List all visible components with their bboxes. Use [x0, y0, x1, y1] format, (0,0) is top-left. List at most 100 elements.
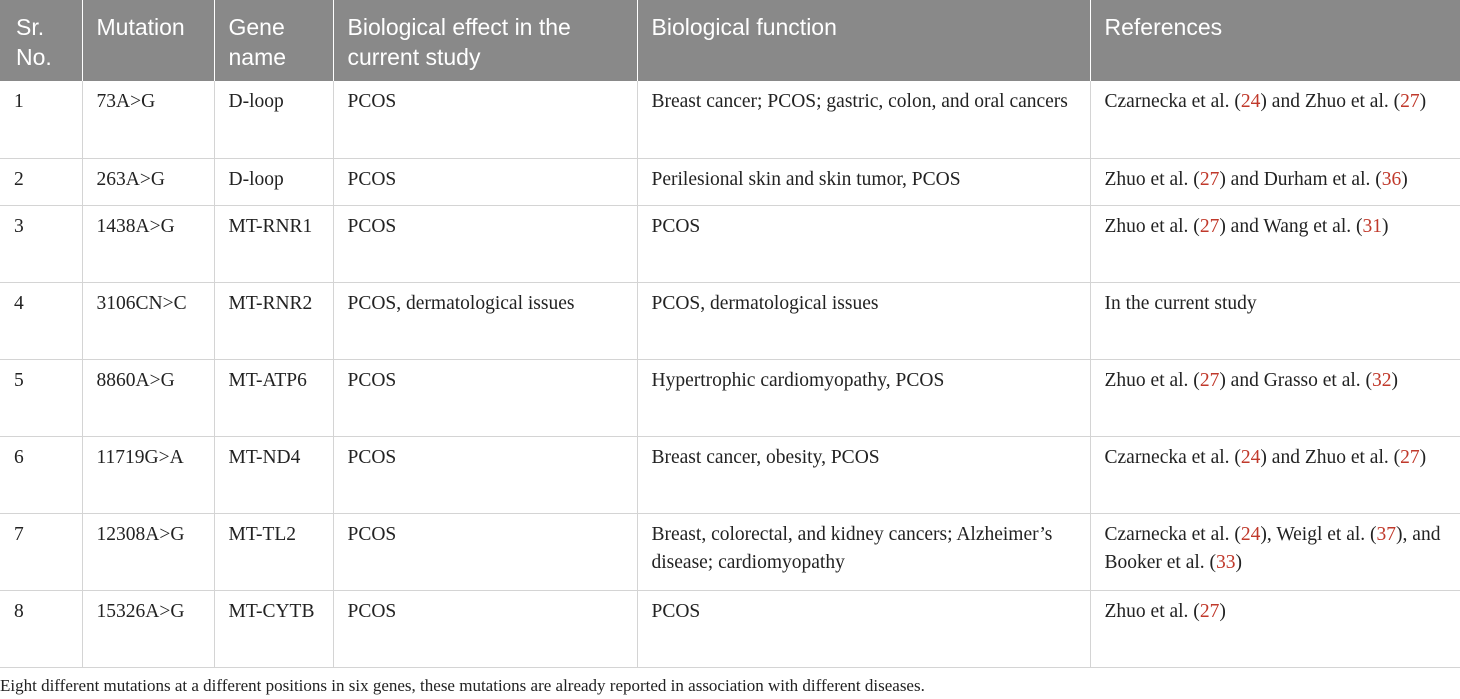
reference-link[interactable]: 27	[1400, 91, 1420, 112]
cell-gene-name: MT-TL2	[214, 513, 334, 591]
cell-biological-function: Breast cancer, obesity, PCOS	[637, 436, 1091, 514]
reference-text: )	[1235, 551, 1243, 573]
cell-biological-function: PCOS, dermatological issues	[637, 282, 1091, 360]
cell-gene-name: D-loop	[214, 158, 334, 206]
cell-biological-effect: PCOS	[333, 81, 638, 159]
header-gene-name: Gene name	[214, 0, 334, 81]
header-row: Sr. No. Mutation Gene name Biological ef…	[0, 0, 1460, 81]
cell-mutation: 3106CN>C	[82, 282, 215, 360]
reference-link[interactable]: 24	[1240, 523, 1261, 545]
reference-text: Zhuo et al. (	[1104, 369, 1200, 391]
cell-mutation: 15326A>G	[82, 590, 215, 668]
reference-text: )	[1391, 369, 1399, 391]
reference-link[interactable]: 36	[1381, 168, 1402, 190]
cell-mutation: 8860A>G	[82, 359, 215, 437]
reference-text: Zhuo et al. (	[1104, 168, 1200, 190]
cell-sr-no: 5	[0, 359, 83, 437]
cell-gene-name: D-loop	[214, 81, 334, 159]
reference-link[interactable]: 27	[1199, 600, 1220, 622]
reference-text: ), and Booker et al. (	[1104, 523, 1441, 573]
reference-text: Czarnecka et al. (	[1104, 446, 1241, 468]
cell-biological-effect: PCOS	[333, 436, 638, 514]
header-references: References	[1090, 0, 1460, 81]
cell-references: Czarnecka et al. (24) and Zhuo et al. (2…	[1090, 436, 1460, 514]
cell-mutation: 73A>G	[82, 81, 215, 159]
cell-biological-effect: PCOS	[333, 359, 638, 437]
cell-biological-effect: PCOS, dermatological issues	[333, 282, 638, 360]
cell-gene-name: MT-ND4	[214, 436, 334, 514]
reference-link[interactable]: 37	[1376, 523, 1397, 545]
reference-text: ) and Grasso et al. (	[1219, 369, 1373, 391]
reference-text: )	[1219, 600, 1226, 622]
reference-text: Zhuo et al. (	[1104, 600, 1200, 622]
reference-text: )	[1382, 215, 1389, 237]
cell-gene-name: MT-ATP6	[214, 359, 334, 437]
header-biological-effect: Biological effect in the current study	[333, 0, 638, 81]
cell-biological-effect: PCOS	[333, 205, 638, 283]
cell-biological-function: PCOS	[637, 590, 1091, 668]
cell-sr-no: 1	[0, 81, 83, 159]
header-mutation: Mutation	[82, 0, 215, 81]
cell-sr-no: 7	[0, 513, 83, 591]
cell-biological-function: Hypertrophic cardiomyopathy, PCOS	[637, 359, 1091, 437]
table-row: 3 1438A>G MT-RNR1 PCOS PCOS Zhuo et al. (27) …	[0, 205, 1460, 283]
cell-references: Zhuo et al. (27) and Wang et al. (31)	[1090, 205, 1460, 283]
cell-references: Zhuo et al. (27) and Durham et al. (36)	[1090, 158, 1460, 206]
table-body: 1 73A>G D-loop PCOS Breast cancer; PCOS; gas…	[0, 81, 1460, 668]
cell-sr-no: 8	[0, 590, 83, 668]
cell-biological-effect: PCOS	[333, 513, 638, 591]
table-row: 7 12308A>G MT-TL2 PCOS Breast, colorectal, a…	[0, 513, 1460, 591]
table-header: Sr. No. Mutation Gene name Biological ef…	[0, 0, 1460, 81]
reference-text: ) and Zhuo et al. (	[1260, 91, 1401, 112]
cell-references: In the current study	[1090, 282, 1460, 360]
reference-text: Czarnecka et al. (	[1104, 91, 1241, 112]
reference-text: )	[1419, 91, 1427, 112]
cell-sr-no: 3	[0, 205, 83, 283]
reference-text: ) and Wang et al. (	[1219, 215, 1363, 237]
cell-gene-name: MT-RNR2	[214, 282, 334, 360]
reference-link[interactable]: 24	[1240, 91, 1261, 112]
table-footnote: Eight different mutations at a different…	[0, 676, 925, 695]
header-biological-function: Biological function	[637, 0, 1091, 81]
cell-mutation: 263A>G	[82, 158, 215, 206]
cell-mutation: 12308A>G	[82, 513, 215, 591]
reference-text: In the current study	[1104, 292, 1257, 314]
cell-sr-no: 6	[0, 436, 83, 514]
cell-references: Czarnecka et al. (24) and Zhuo et al. (2…	[1090, 81, 1460, 159]
table-row: 4 3106CN>C MT-RNR2 PCOS, dermatological iss…	[0, 282, 1460, 360]
cell-mutation: 1438A>G	[82, 205, 215, 283]
cell-references: Zhuo et al. (27) and Grasso et al. (32)	[1090, 359, 1460, 437]
mutation-table: Sr. No. Mutation Gene name Biological ef…	[0, 0, 1460, 668]
table-row: 6 11719G>A MT-ND4 PCOS Breast cancer, obesit…	[0, 436, 1460, 514]
reference-text: )	[1401, 168, 1408, 190]
reference-text: Zhuo et al. (	[1104, 215, 1200, 237]
reference-link[interactable]: 32	[1372, 369, 1392, 391]
cell-references: Zhuo et al. (27)	[1090, 590, 1460, 668]
reference-link[interactable]: 27	[1199, 369, 1220, 391]
table-row: 5 8860A>G MT-ATP6 PCOS Hypertrophic cardiomy…	[0, 359, 1460, 437]
reference-link[interactable]: 27	[1199, 168, 1220, 190]
reference-link[interactable]: 27	[1199, 215, 1220, 237]
mutation-table-container: Sr. No. Mutation Gene name Biological ef…	[0, 0, 1460, 668]
reference-link[interactable]: 24	[1240, 446, 1261, 468]
cell-biological-function: Breast, colorectal, and kidney cancers; …	[637, 513, 1091, 591]
cell-biological-function: Perilesional skin and skin tumor, PCOS	[637, 158, 1091, 206]
reference-text: )	[1419, 446, 1427, 468]
reference-text: ), Weigl et al. (	[1260, 523, 1377, 545]
reference-link[interactable]: 31	[1362, 215, 1383, 237]
cell-biological-function: PCOS	[637, 205, 1091, 283]
table-row: 8 15326A>G MT-CYTB PCOS PCOS Zhuo et al. (27)	[0, 590, 1460, 668]
cell-gene-name: MT-CYTB	[214, 590, 334, 668]
reference-link[interactable]: 33	[1216, 551, 1236, 573]
cell-sr-no: 4	[0, 282, 83, 360]
cell-mutation: 11719G>A	[82, 436, 215, 514]
reference-link[interactable]: 27	[1400, 446, 1420, 468]
cell-biological-function: Breast cancer; PCOS; gastric, colon, and…	[637, 81, 1091, 159]
cell-biological-effect: PCOS	[333, 590, 638, 668]
cell-references: Czarnecka et al. (24), Weigl et al. (37)…	[1090, 513, 1460, 591]
cell-gene-name: MT-RNR1	[214, 205, 334, 283]
cell-sr-no: 2	[0, 158, 83, 206]
reference-text: ) and Durham et al. (	[1219, 168, 1382, 190]
table-row: 2 263A>G D-loop PCOS Perilesional skin and s…	[0, 158, 1460, 206]
reference-text: Czarnecka et al. (	[1104, 523, 1241, 545]
